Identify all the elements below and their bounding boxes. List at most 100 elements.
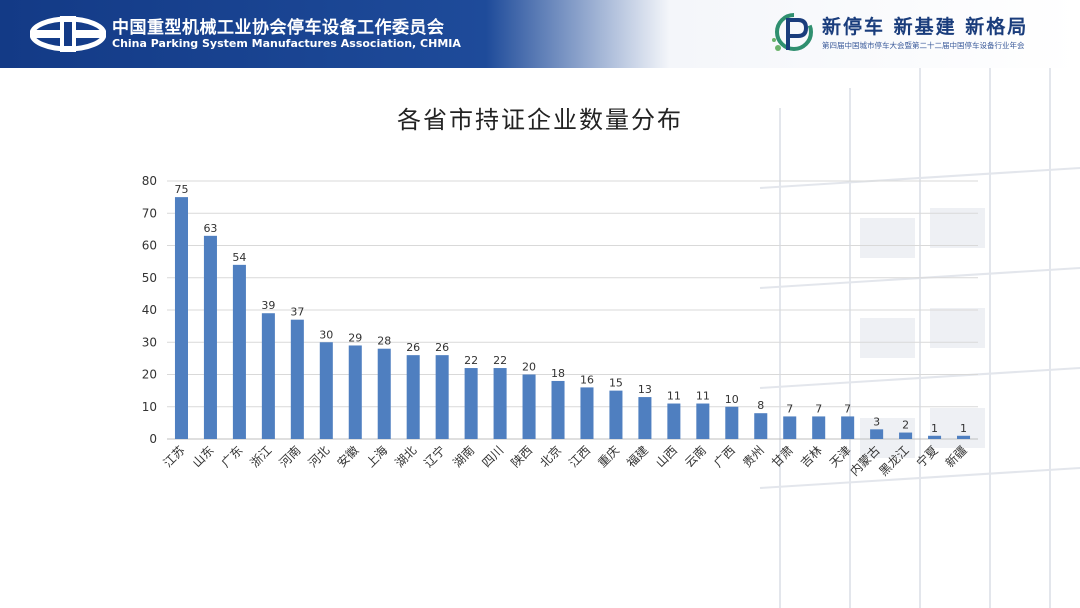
x-tick-label: 河北 <box>306 443 333 470</box>
data-label: 7 <box>815 402 822 415</box>
x-tick-label: 陕西 <box>508 443 536 471</box>
x-tick-label: 吉林 <box>798 443 825 470</box>
data-label: 18 <box>551 367 565 380</box>
x-tick-label: 辽宁 <box>421 443 449 471</box>
data-label: 11 <box>696 390 710 403</box>
data-label: 28 <box>377 335 391 348</box>
bar-宁夏 <box>928 435 942 439</box>
data-label: 22 <box>493 354 507 367</box>
x-tick-label: 山东 <box>190 443 217 470</box>
y-tick-label: 60 <box>142 239 157 253</box>
bar-天津 <box>841 416 855 439</box>
data-label: 20 <box>522 361 536 374</box>
bar-四川 <box>493 368 507 439</box>
x-tick-label: 湖北 <box>392 443 420 471</box>
data-label: 22 <box>464 354 478 367</box>
x-tick-label: 四川 <box>479 443 506 470</box>
data-label: 7 <box>786 402 793 415</box>
data-label: 2 <box>902 419 909 432</box>
bar-河南 <box>290 319 304 439</box>
data-label: 16 <box>580 373 594 386</box>
data-label: 29 <box>348 331 362 344</box>
x-tick-label: 广东 <box>219 443 246 470</box>
data-label: 7 <box>844 402 851 415</box>
data-label: 11 <box>667 390 681 403</box>
y-tick-label: 70 <box>142 206 157 220</box>
bar-安徽 <box>348 345 362 439</box>
bar-吉林 <box>812 416 826 439</box>
y-tick-label: 10 <box>142 400 157 414</box>
bar-北京 <box>551 380 565 439</box>
event-logo-icon <box>772 13 813 51</box>
data-label: 3 <box>873 415 880 428</box>
chart-title: 各省市持证企业数量分布 <box>397 106 683 134</box>
data-label: 10 <box>725 393 739 406</box>
bar-广西 <box>725 406 739 439</box>
association-logo-icon <box>30 16 106 52</box>
bar-湖南 <box>464 368 478 439</box>
data-label: 30 <box>319 328 333 341</box>
x-tick-label: 上海 <box>363 443 391 471</box>
bar-陕西 <box>522 374 536 439</box>
x-tick-label: 宁夏 <box>913 443 941 471</box>
bar-新疆 <box>957 435 971 439</box>
x-tick-label: 黑龙江 <box>876 443 911 478</box>
data-label: 63 <box>203 222 217 235</box>
event-name: 第四届中国城市停车大会暨第二十二届中国停车设备行业年会 <box>822 41 1025 50</box>
header-banner: 中国重型机械工业协会停车设备工作委员会 China Parking System… <box>0 0 1080 68</box>
bar-甘肃 <box>783 416 797 439</box>
org-name-en: China Parking System Manufactures Associ… <box>112 37 461 50</box>
x-tick-label: 山西 <box>653 443 680 470</box>
x-tick-label: 云南 <box>681 443 709 471</box>
data-label: 15 <box>609 377 623 390</box>
data-label: 1 <box>960 422 967 435</box>
bar-山东 <box>203 235 217 439</box>
bar-福建 <box>638 397 652 439</box>
data-label: 1 <box>931 422 938 435</box>
bar-云南 <box>696 403 710 439</box>
data-label: 37 <box>290 306 304 319</box>
bar-广东 <box>232 264 246 439</box>
data-label: 26 <box>406 341 420 354</box>
x-tick-label: 贵州 <box>740 443 767 470</box>
bar-山西 <box>667 403 681 439</box>
y-tick-label: 30 <box>142 335 157 349</box>
bar-江西 <box>580 387 594 439</box>
x-tick-label: 甘肃 <box>769 443 796 470</box>
data-label: 39 <box>261 299 275 312</box>
x-tick-label: 广西 <box>711 443 738 470</box>
x-tick-label: 新疆 <box>942 443 970 471</box>
bar-辽宁 <box>435 355 449 439</box>
bar-湖北 <box>406 355 420 439</box>
x-tick-label: 内蒙古 <box>847 443 883 479</box>
bar-河北 <box>319 342 333 439</box>
data-label: 54 <box>232 251 246 264</box>
bar-贵州 <box>754 413 768 439</box>
data-label: 75 <box>174 183 188 196</box>
data-label: 8 <box>757 399 764 412</box>
parking-structure-background <box>759 68 1080 608</box>
slogan: 新停车 新基建 新格局 <box>822 16 1029 38</box>
data-label: 13 <box>638 383 652 396</box>
x-tick-label: 湖南 <box>450 443 478 471</box>
x-tick-label: 安徽 <box>334 443 362 471</box>
y-tick-label: 0 <box>149 432 157 446</box>
bar-重庆 <box>609 390 623 439</box>
y-tick-label: 50 <box>142 271 157 285</box>
y-tick-label: 40 <box>142 303 157 317</box>
x-tick-label: 河南 <box>276 443 304 471</box>
y-tick-label: 80 <box>142 174 157 188</box>
x-tick-label: 江苏 <box>161 443 188 470</box>
data-label: 26 <box>435 341 449 354</box>
bar-上海 <box>377 348 391 439</box>
org-name-cn: 中国重型机械工业协会停车设备工作委员会 <box>112 18 445 38</box>
x-tick-label: 浙江 <box>248 443 275 470</box>
bar-浙江 <box>261 313 275 439</box>
x-tick-label: 福建 <box>623 443 651 471</box>
bar-江苏 <box>174 197 188 439</box>
x-tick-label: 江西 <box>566 443 593 470</box>
x-tick-label: 重庆 <box>595 443 622 470</box>
x-tick-label: 北京 <box>537 443 564 470</box>
bar-内蒙古 <box>870 429 884 439</box>
